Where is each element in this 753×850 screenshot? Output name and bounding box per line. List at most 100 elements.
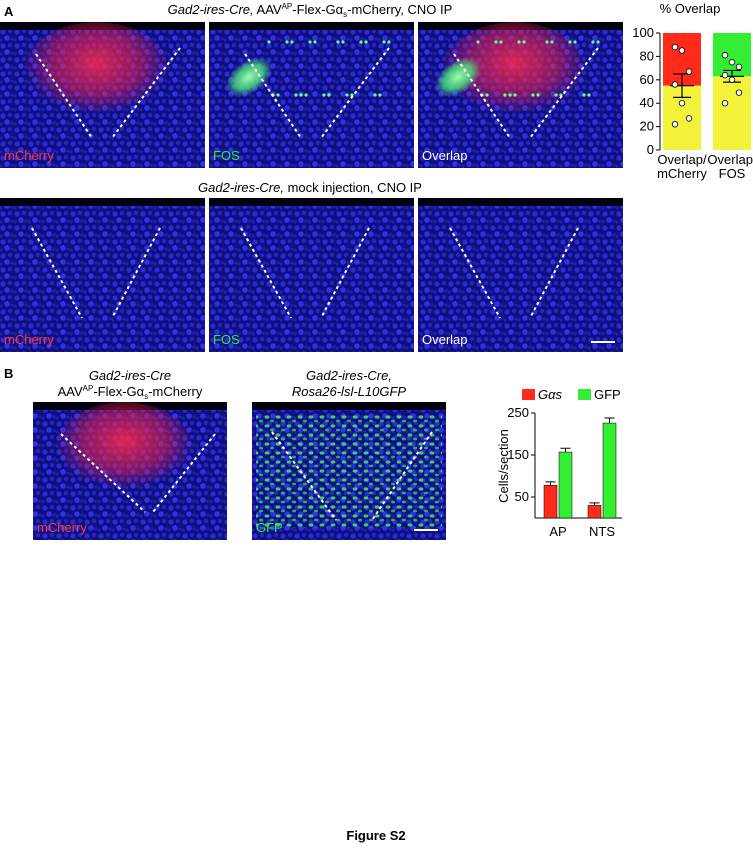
image-label: mCherry xyxy=(4,332,54,347)
fos-dot xyxy=(545,40,549,44)
y-tick-label: 20 xyxy=(640,119,654,134)
y-tick-label: 40 xyxy=(640,95,654,110)
fos-dot xyxy=(485,93,489,97)
fos-dot xyxy=(373,93,377,97)
figure-caption: Figure S2 xyxy=(346,828,405,843)
image-top-dark xyxy=(209,198,414,206)
data-point xyxy=(685,115,693,122)
dashed-line xyxy=(529,227,579,319)
micrograph: mCherry xyxy=(0,198,205,352)
legend-swatch xyxy=(578,389,591,400)
image-background xyxy=(209,198,414,352)
row-title: Gad2-ires-Cre, AAVAP-Flex-Gαs-mCherry, C… xyxy=(168,2,453,19)
fos-dot xyxy=(587,93,591,97)
y-tick-label: 80 xyxy=(640,48,654,63)
bar xyxy=(558,451,573,519)
fos-blob xyxy=(225,57,273,97)
dashed-line xyxy=(453,53,511,139)
data-point xyxy=(671,121,679,128)
x-tick-label: Overlap/ xyxy=(707,152,753,167)
image-label: Overlap xyxy=(422,148,468,163)
data-point xyxy=(721,52,729,59)
image-label: FOS xyxy=(213,148,240,163)
dashed-line xyxy=(111,227,161,319)
gfp-signal xyxy=(256,414,442,528)
error-bar xyxy=(560,447,571,453)
fos-dot xyxy=(531,93,535,97)
fos-dot xyxy=(276,93,280,97)
fos-dot xyxy=(568,40,572,44)
micrograph: GFP xyxy=(252,402,446,540)
mcherry-signal xyxy=(54,402,195,499)
fos-dot xyxy=(364,40,368,44)
bar-segment xyxy=(713,33,751,77)
image-title: Gad2-ires-Cre, xyxy=(306,368,392,383)
fos-dot xyxy=(387,40,391,44)
y-tick-label: 0 xyxy=(647,142,654,157)
fos-dot xyxy=(536,93,540,97)
fos-dot xyxy=(313,40,317,44)
title-sup: AP xyxy=(83,384,94,393)
image-label: Overlap xyxy=(422,332,468,347)
legend-swatch xyxy=(522,389,535,400)
fos-dot xyxy=(341,40,345,44)
fos-dot xyxy=(322,93,326,97)
dashed-line xyxy=(240,227,292,319)
legend-label: GFP xyxy=(594,387,621,402)
image-label: mCherry xyxy=(37,520,87,535)
data-point xyxy=(671,81,679,88)
image-label: GFP xyxy=(256,520,283,535)
data-point xyxy=(728,76,736,83)
fos-dot xyxy=(513,93,517,97)
dashed-line xyxy=(31,227,83,319)
x-tick-label: Overlap/ xyxy=(657,152,707,167)
fos-dot xyxy=(499,40,503,44)
dashed-line xyxy=(320,47,390,139)
data-point xyxy=(735,63,743,71)
fos-dot xyxy=(554,93,558,97)
y-tick-label: 60 xyxy=(640,72,654,87)
micrograph: mCherry xyxy=(0,22,205,168)
micrograph: Overlap xyxy=(418,198,623,352)
fos-dot xyxy=(522,40,526,44)
fos-dot xyxy=(336,40,340,44)
title-part: AAV xyxy=(254,2,282,17)
data-point xyxy=(685,68,693,75)
bar xyxy=(543,484,558,519)
fos-dot xyxy=(308,40,312,44)
title-part: -mCherry, CNO IP xyxy=(347,2,452,17)
fos-dot xyxy=(494,40,498,44)
x-tick-label: NTS xyxy=(589,524,615,539)
image-top-dark xyxy=(252,402,446,410)
y-tick-label: 100 xyxy=(632,25,654,40)
data-point xyxy=(671,43,679,51)
y-axis-label: Cells/section xyxy=(496,429,511,503)
fos-dot xyxy=(573,40,577,44)
micrograph: mCherry xyxy=(33,402,227,540)
fos-dot xyxy=(503,93,507,97)
fos-dot xyxy=(596,40,600,44)
image-background xyxy=(0,198,205,352)
title-sub: s xyxy=(144,392,148,401)
data-point xyxy=(728,59,736,66)
bar xyxy=(602,422,617,519)
dashed-line xyxy=(152,433,216,513)
title-part: -Flex-Gα xyxy=(292,2,343,17)
x-tick-label: mCherry xyxy=(657,166,707,181)
dashed-line xyxy=(35,53,93,139)
error-bar xyxy=(545,481,556,486)
legend-label: Gαs xyxy=(538,387,563,402)
dashed-line xyxy=(320,227,370,319)
mcherry-signal xyxy=(440,22,589,125)
y-tick-label: 250 xyxy=(507,405,529,420)
data-point xyxy=(721,99,729,107)
image-label: mCherry xyxy=(4,148,54,163)
fos-dot xyxy=(267,40,271,44)
fos-dot xyxy=(582,93,586,97)
title-part: -Flex-Gα xyxy=(93,384,144,399)
panel-label: B xyxy=(4,366,13,381)
fos-dot xyxy=(345,93,349,97)
image-top-dark xyxy=(209,22,414,30)
fos-blob xyxy=(434,57,482,97)
